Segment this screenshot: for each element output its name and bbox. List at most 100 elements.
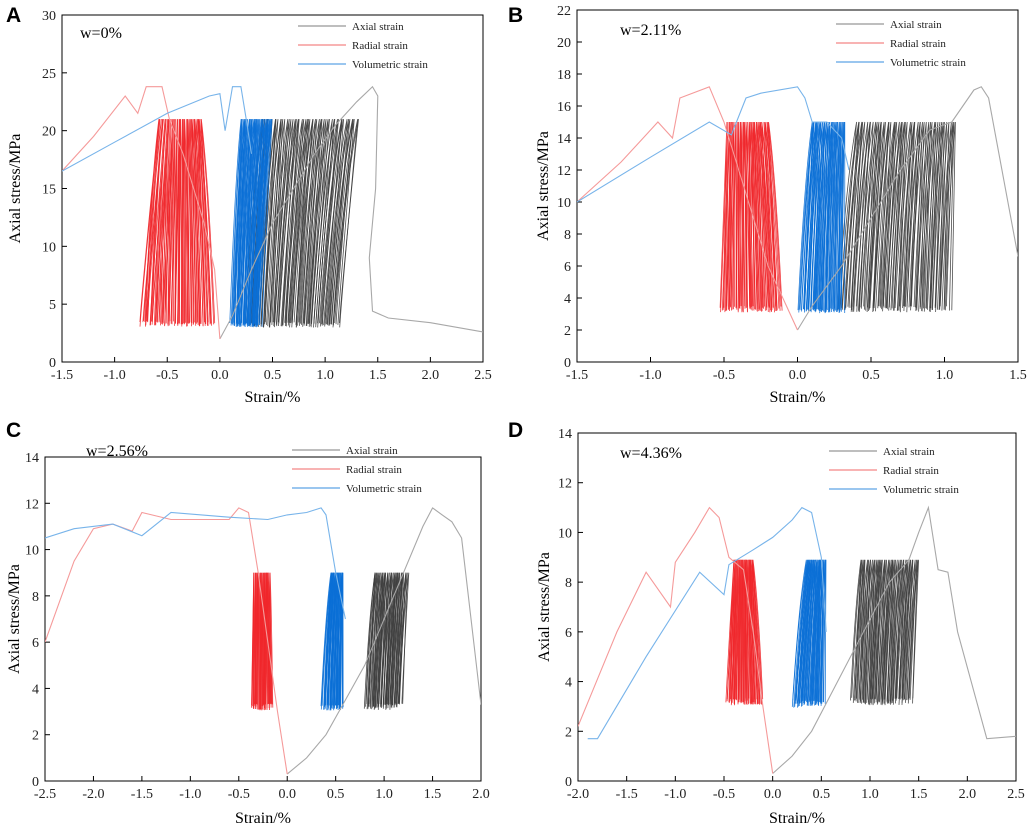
axial-cycle-bundle-loop <box>919 121 936 309</box>
y-tick-label: 10 <box>558 526 572 541</box>
radial-cycle-bundle-loop <box>155 119 168 322</box>
volumetric-cycle-bundle-loop <box>256 119 273 327</box>
radial-cycle-bundle-loop <box>193 119 202 323</box>
axial-cycle-bundle-loop <box>272 119 292 323</box>
chart-panel-c: C 0 2 4 6 8 10 12 14 -2.5 -2.0 -1.5 -1.0 -0.5 0.0 0.5 1.… <box>6 419 490 827</box>
axial-cycle-bundle-loop <box>276 119 297 327</box>
moisture-annotation: w=2.56% <box>86 443 148 460</box>
x-tick-label: 2.0 <box>472 787 490 802</box>
axial-cycle-bundle-loop <box>332 119 359 328</box>
axial-cycle-bundle-loop <box>915 121 930 311</box>
x-tick-label: -0.5 <box>156 368 178 383</box>
series-line-volumetric-strain <box>45 507 346 620</box>
axial-cycle-bundle-loop <box>937 121 950 310</box>
y-tick-label: 4 <box>565 676 572 691</box>
axial-cycle-bundle-loop <box>266 119 284 325</box>
axial-cycle-bundle-loop <box>934 121 948 307</box>
axial-cycle-bundle-loop <box>894 121 911 309</box>
axial-cycle-bundle-loop <box>944 121 956 311</box>
axial-cycle-bundle-loop <box>927 121 941 310</box>
radial-cycle-bundle <box>719 121 783 313</box>
axial-cycle-bundle-loop <box>932 121 945 311</box>
axial-cycle-bundle-loop <box>906 559 917 700</box>
series-line-axial-strain <box>797 86 1018 331</box>
x-tick-label: 2.5 <box>1007 787 1025 802</box>
x-tick-label: -1.0 <box>639 368 661 383</box>
x-tick-label: -1.0 <box>179 787 201 802</box>
axial-cycle-bundle-loop <box>369 572 380 707</box>
legend-label: Radial strain <box>883 465 939 477</box>
radial-cycle-bundle-loop <box>139 119 160 327</box>
legend: Axial strain Radial strain Volumetric stra… <box>298 21 428 71</box>
axial-cycle-bundle-loop <box>391 572 403 706</box>
volumetric-cycle-bundle-loop <box>256 119 272 326</box>
axial-cycle-bundle-loop <box>850 121 869 312</box>
axial-cycle-bundle-loop <box>872 559 883 699</box>
radial-cycle-bundle-loop <box>251 572 255 708</box>
legend-label: Radial strain <box>346 464 402 476</box>
volumetric-cycle-bundle <box>791 559 827 708</box>
plot-data <box>578 505 1016 774</box>
series-line-volumetric-strain <box>577 86 850 203</box>
legend-label: Radial strain <box>352 40 408 52</box>
axial-cycle-bundle-loop <box>866 121 882 313</box>
y-tick-label: 2 <box>565 725 572 740</box>
radial-cycle-bundle-loop <box>167 119 176 325</box>
moisture-annotation: w=2.11% <box>620 22 681 39</box>
y-tick-label: 16 <box>557 100 571 115</box>
axial-cycle-bundle-loop <box>913 121 927 308</box>
radial-cycle-bundle-loop <box>200 119 215 325</box>
y-tick-label: 14 <box>557 132 571 147</box>
series-line-radial-strain <box>45 507 288 775</box>
x-tick-label: -0.5 <box>713 787 735 802</box>
y-tick-label: 25 <box>42 67 56 82</box>
axial-cycle-bundle-loop <box>853 121 871 312</box>
y-tick-label: 0 <box>564 356 571 371</box>
axial-cycle-bundle-loop <box>319 119 343 327</box>
radial-cycle-bundle-loop <box>198 119 212 326</box>
y-tick-label: 0 <box>565 775 572 790</box>
radial-cycle-bundle <box>251 572 274 711</box>
volumetric-cycle-bundle-loop <box>340 572 344 708</box>
panel-letter: C <box>6 419 21 442</box>
volumetric-cycle-bundle-loop <box>838 121 846 314</box>
y-tick-label: 6 <box>564 260 571 275</box>
x-axis-title: Strain/% <box>770 389 826 406</box>
legend: Axial strain Radial strain Volumetric stra… <box>292 445 422 495</box>
axial-cycle-bundle-loop <box>929 121 943 308</box>
axial-cycle-bundle-loop <box>865 559 876 705</box>
radial-cycle-bundle-loop <box>170 119 178 322</box>
x-tick-label: 0.0 <box>278 787 296 802</box>
axial-cycle-bundle-loop <box>845 121 864 308</box>
axial-cycle-bundle-loop <box>896 559 908 699</box>
axial-cycle-bundle-loop <box>921 121 937 312</box>
axial-cycle-bundle-loop <box>880 121 896 308</box>
radial-cycle-bundle-loop <box>162 119 174 325</box>
x-tick-label: -1.5 <box>131 787 153 802</box>
axial-cycle-bundle-loop <box>888 121 905 311</box>
axial-cycle-bundle-loop <box>366 572 378 710</box>
x-tick-label: -1.5 <box>51 368 73 383</box>
volumetric-cycle-bundle-loop <box>815 559 823 705</box>
volumetric-cycle-bundle-loop <box>805 559 816 701</box>
y-tick-label: 5 <box>49 298 56 313</box>
plot-data <box>577 86 1018 331</box>
x-tick-label: 1.0 <box>936 368 954 383</box>
legend: Axial strain Radial strain Volumetric stra… <box>836 19 966 69</box>
axial-cycle-bundle-loop <box>326 119 351 325</box>
x-tick-label: -1.5 <box>616 787 638 802</box>
axial-cycle-bundle-loop <box>321 119 344 326</box>
radial-cycle-bundle-loop <box>739 559 744 703</box>
axial-cycle-bundle-loop <box>841 121 860 308</box>
axial-cycle-bundle-loop <box>887 559 900 703</box>
y-tick-label: 10 <box>25 544 39 559</box>
x-tick-label: 0.0 <box>789 368 807 383</box>
radial-cycle-bundle-loop <box>151 119 167 325</box>
axial-cycle-bundle-loop <box>278 119 299 327</box>
series-line-axial-strain <box>286 507 481 775</box>
radial-cycle-bundle-loop <box>189 119 197 324</box>
axial-cycle-bundle-loop <box>880 559 892 700</box>
x-axis-title: Strain/% <box>245 389 301 406</box>
y-tick-label: 4 <box>32 682 39 697</box>
x-axis-title: Strain/% <box>769 810 825 827</box>
